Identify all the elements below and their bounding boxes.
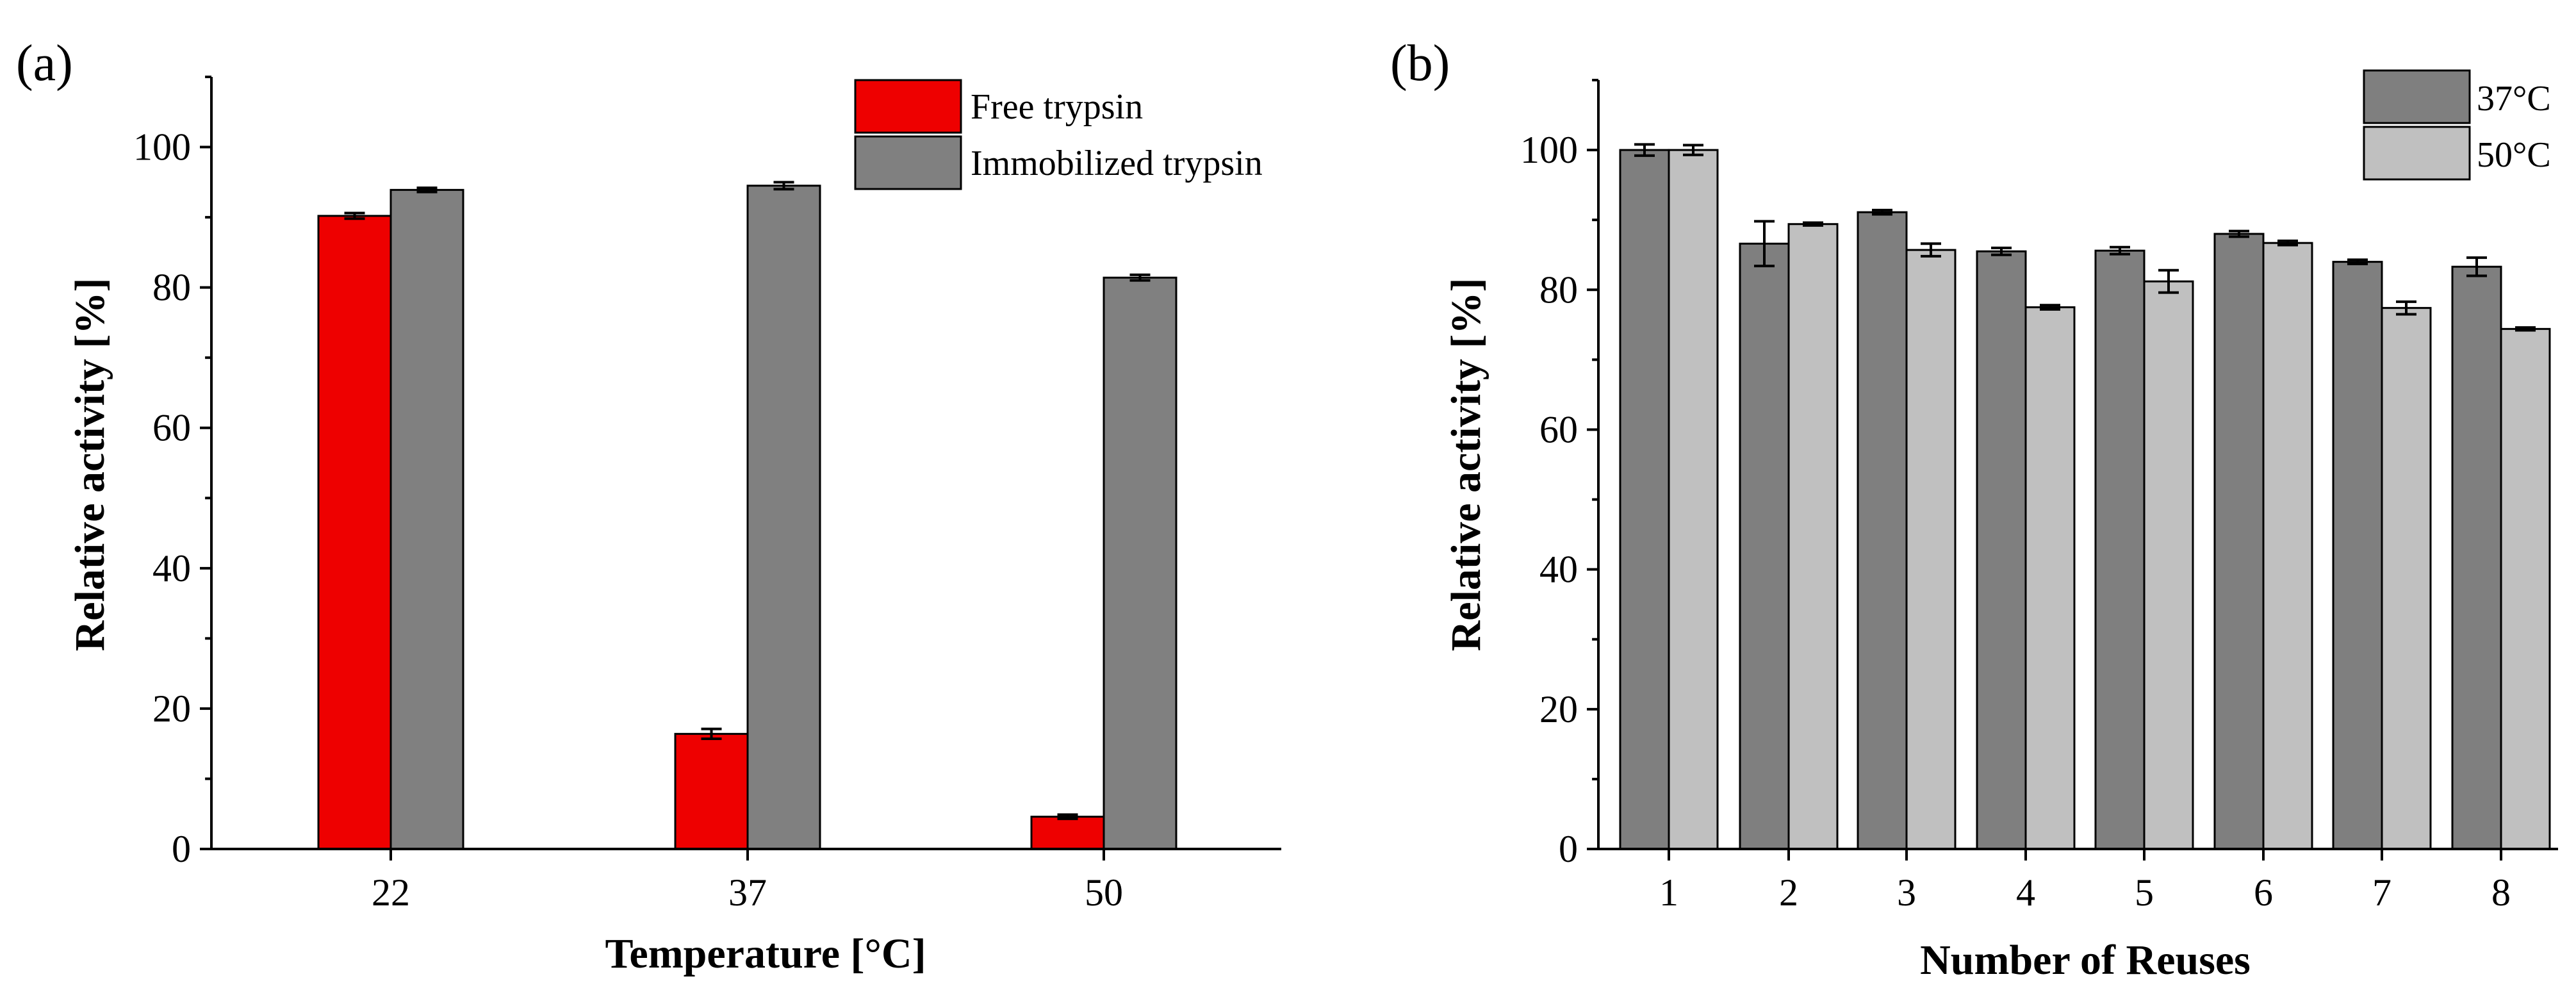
panel-b-bar-50-c-1 bbox=[1668, 149, 1719, 850]
panel-a-bar-free-trypsin-22 bbox=[317, 215, 392, 850]
panel-a-y-tick-label-0: 0 bbox=[172, 828, 191, 870]
panel-b-errorbar-50-c-2 bbox=[1803, 221, 1823, 227]
panel-b-errorbar-50-c-6 bbox=[2277, 239, 2298, 247]
panel-b-errorbar-37-c-2 bbox=[1754, 220, 1775, 268]
panel-b-y-tick-label-0: 0 bbox=[1559, 828, 1578, 870]
panel-b-x-tick-label-2: 2 bbox=[1779, 871, 1798, 914]
panel-b-bar-37-c-6 bbox=[2213, 233, 2265, 850]
panel-b-errorbar-50-c-1 bbox=[1683, 144, 1703, 156]
panel-b-x-tick-label-3: 3 bbox=[1897, 871, 1916, 914]
panel-b-bar-37-c-1 bbox=[1619, 149, 1670, 850]
panel-b-x-tick-label-4: 4 bbox=[2016, 871, 2035, 914]
panel-b-errorbar-37-c-7 bbox=[2347, 258, 2368, 265]
panel-b-y-tick-label-100: 100 bbox=[1520, 129, 1578, 171]
panel-b-x-axis-title: Number of Reuses bbox=[1920, 937, 2251, 984]
panel-a-y-axis-title: Relative activity [%] bbox=[67, 278, 113, 652]
panel-a-x-tick-label-37: 37 bbox=[728, 871, 767, 914]
panel-a-x-axis-title: Temperature [°C] bbox=[605, 930, 926, 977]
legend-label-immobilized-trypsin: Immobilized trypsin bbox=[971, 144, 1263, 183]
panel-b-bar-37-c-2 bbox=[1739, 242, 1790, 850]
panel-b-bar-37-c-3 bbox=[1857, 211, 1908, 850]
panel-b-x-tick-label-1: 1 bbox=[1659, 871, 1678, 914]
panel-a-bar-free-trypsin-37 bbox=[674, 732, 749, 850]
panel-a-bar-immobilized-trypsin-37 bbox=[746, 185, 821, 850]
panel-a-bar-immobilized-trypsin-50 bbox=[1103, 276, 1177, 850]
panel-a-bar-free-trypsin-50 bbox=[1030, 816, 1105, 850]
panel-b-bar-50-c-2 bbox=[1787, 223, 1839, 850]
panel-b-errorbar-50-c-5 bbox=[2158, 268, 2179, 294]
panel-a-y-tick-label-100: 100 bbox=[133, 126, 191, 169]
panel-b-x-tick-label-8: 8 bbox=[2491, 871, 2511, 914]
panel-b-errorbar-37-c-8 bbox=[2466, 256, 2487, 277]
panel-b-bars bbox=[1619, 143, 2551, 850]
panel-b-errorbar-37-c-4 bbox=[1991, 246, 2012, 256]
panel-b-legend: 37°C 50°C bbox=[2363, 69, 2551, 181]
panel-b-errorbar-37-c-5 bbox=[2110, 245, 2130, 256]
legend-label-50c: 50°C bbox=[2477, 135, 2551, 175]
panel-b-bar-50-c-3 bbox=[1905, 249, 1957, 850]
panel-b-bar-37-c-4 bbox=[1976, 250, 2027, 850]
panel-b-errorbar-50-c-3 bbox=[1921, 242, 1941, 258]
panel-b-errorbar-37-c-6 bbox=[2229, 229, 2249, 238]
panel-a-errorbar-free-trypsin-50 bbox=[1057, 813, 1078, 820]
panel-b-y-tick-label-60: 60 bbox=[1539, 408, 1578, 450]
panel-b-errorbar-50-c-7 bbox=[2396, 300, 2416, 316]
panel-b-bar-50-c-7 bbox=[2381, 307, 2432, 850]
panel-b-bar-37-c-5 bbox=[2094, 249, 2145, 850]
panel-b-y-tick-label-80: 80 bbox=[1539, 268, 1578, 311]
panel-a-x-tick-label-50: 50 bbox=[1085, 871, 1123, 914]
panel-b-y-tick-label-40: 40 bbox=[1539, 548, 1578, 591]
panel-a-y-tick-label-60: 60 bbox=[152, 407, 191, 449]
panel-a-errorbar-free-trypsin-22 bbox=[344, 211, 365, 220]
panel-a-y-tick-label-80: 80 bbox=[152, 267, 191, 309]
legend-swatch-50c bbox=[2363, 126, 2471, 181]
panel-b-bar-50-c-6 bbox=[2262, 242, 2313, 850]
panel-b-bar-50-c-8 bbox=[2500, 327, 2551, 850]
panel-a-y-tick-label-20: 20 bbox=[152, 688, 191, 730]
panel-a-y-tick-label-40: 40 bbox=[152, 547, 191, 589]
panel-b-bar-37-c-7 bbox=[2332, 261, 2383, 850]
panel-a-x-tick-label-22: 22 bbox=[372, 871, 410, 914]
legend-swatch-free-trypsin bbox=[854, 79, 962, 134]
panel-b-bar-50-c-5 bbox=[2143, 280, 2194, 850]
panel-a-label: (a) bbox=[16, 35, 73, 92]
panel-b-errorbar-50-c-8 bbox=[2515, 326, 2536, 332]
panel-a-errorbar-immobilized-trypsin-37 bbox=[773, 181, 794, 191]
panel-b-errorbar-50-c-4 bbox=[2040, 304, 2060, 311]
panel-a-axes: 22 37 50 0 20 40 60 80 100 bbox=[133, 76, 1281, 914]
panel-a-errorbar-immobilized-trypsin-50 bbox=[1129, 273, 1151, 282]
panel-a-bar-immobilized-trypsin-22 bbox=[390, 188, 464, 850]
panel-a-errorbar-immobilized-trypsin-22 bbox=[416, 186, 438, 194]
legend-label-37c: 37°C bbox=[2477, 79, 2551, 119]
panel-a-bars bbox=[317, 181, 1177, 850]
panel-b-x-tick-label-5: 5 bbox=[2135, 871, 2154, 914]
panel-b-x-tick-label-6: 6 bbox=[2254, 871, 2273, 914]
panel-b-x-tick-label-7: 7 bbox=[2372, 871, 2391, 914]
panel-b-y-axis-title: Relative activity [%] bbox=[1443, 278, 1489, 652]
legend-label-free-trypsin: Free trypsin bbox=[971, 87, 1143, 127]
panel-a-legend: Free trypsin Immobilized trypsin bbox=[854, 79, 1263, 190]
panel-b-y-tick-label-20: 20 bbox=[1539, 688, 1578, 730]
panel-b-errorbar-37-c-1 bbox=[1634, 143, 1655, 157]
legend-swatch-37c bbox=[2363, 69, 2471, 124]
panel-b-bar-50-c-4 bbox=[2024, 306, 2076, 850]
panel-b-label: (b) bbox=[1390, 35, 1450, 92]
panel-b-bar-37-c-8 bbox=[2451, 265, 2502, 850]
panel-a-errorbar-free-trypsin-37 bbox=[701, 727, 722, 741]
legend-swatch-immobilized-trypsin bbox=[854, 135, 962, 190]
panel-b-errorbar-37-c-3 bbox=[1872, 208, 1892, 216]
